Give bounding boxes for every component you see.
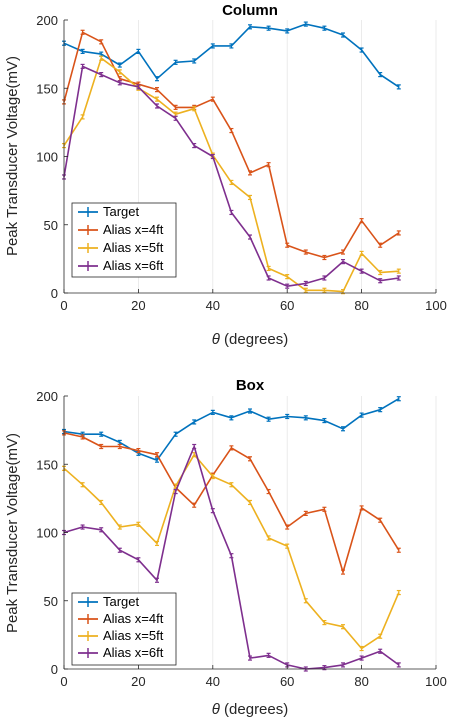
box-panel: 0 20 40 60 80 100 0 50 100 150 200 Box Peak Transd… xyxy=(4,377,447,718)
x-tick-label: 60 xyxy=(280,674,294,689)
legend-label-alias-6ft: Alias x=6ft xyxy=(103,258,164,273)
y-tick-label: 0 xyxy=(51,286,58,301)
legend[interactable]: Target Alias x=4ft Alias x=5ft Alias x=6… xyxy=(71,592,177,666)
legend-item-alias-5ft[interactable]: Alias x=5ft xyxy=(78,240,164,255)
series-group xyxy=(62,21,401,295)
y-tick-label: 100 xyxy=(36,150,58,165)
legend-label-alias-6ft: Alias x=6ft xyxy=(103,645,164,660)
legend-label-alias-4ft: Alias x=4ft xyxy=(103,611,164,626)
x-axis-label-symbol: θ xyxy=(212,331,220,348)
y-tick-label: 150 xyxy=(36,81,58,96)
y-tick-label: 50 xyxy=(44,594,58,609)
y-tick-label: 50 xyxy=(44,218,58,233)
x-tick-label: 80 xyxy=(354,298,368,313)
chart-title: Column xyxy=(222,2,278,19)
x-axis-label: θ (degrees) xyxy=(212,331,289,348)
tick-labels: 0 20 40 60 80 100 0 50 100 150 200 xyxy=(36,13,447,313)
x-tick-label: 80 xyxy=(354,674,368,689)
x-tick-label: 20 xyxy=(131,298,145,313)
legend-box xyxy=(71,202,177,278)
column-panel: 0 20 40 60 80 100 0 50 100 150 200 Column Peak Tra… xyxy=(4,2,447,348)
axes xyxy=(63,395,437,670)
legend-label-alias-5ft: Alias x=5ft xyxy=(103,628,164,643)
axes xyxy=(63,19,437,294)
x-tick-label: 20 xyxy=(131,674,145,689)
x-axis-label-text: (degrees) xyxy=(220,331,288,348)
legend-item-alias-5ft[interactable]: Alias x=5ft xyxy=(78,628,164,643)
tick-labels: 0 20 40 60 80 100 0 50 100 150 200 xyxy=(36,389,447,689)
x-axis-label-text: (degrees) xyxy=(220,701,288,718)
legend-label-target: Target xyxy=(103,594,140,609)
chart-title: Box xyxy=(236,377,265,394)
x-tick-label: 0 xyxy=(60,298,67,313)
legend-label-alias-5ft: Alias x=5ft xyxy=(103,240,164,255)
y-tick-label: 150 xyxy=(36,457,58,472)
x-tick-label: 100 xyxy=(425,298,447,313)
legend-label-target: Target xyxy=(103,204,140,219)
x-tick-label: 0 xyxy=(60,674,67,689)
legend-item-alias-4ft[interactable]: Alias x=4ft xyxy=(78,222,164,237)
y-tick-label: 100 xyxy=(36,526,58,541)
x-tick-label: 100 xyxy=(425,674,447,689)
legend-item-alias-4ft[interactable]: Alias x=4ft xyxy=(78,611,164,626)
series-group xyxy=(62,396,401,672)
legend-label-alias-4ft: Alias x=4ft xyxy=(103,222,164,237)
y-tick-label: 200 xyxy=(36,389,58,404)
x-axis-label-symbol: θ xyxy=(212,701,220,718)
y-tick-label: 0 xyxy=(51,662,58,677)
legend-item-alias-6ft[interactable]: Alias x=6ft xyxy=(78,258,164,273)
y-tick-label: 200 xyxy=(36,13,58,28)
y-axis-label: Peak Transducer Voltage(mV) xyxy=(4,56,21,256)
legend-item-target[interactable]: Target xyxy=(78,594,140,609)
legend[interactable]: Target Alias x=4ft Alias x=5ft Alias x=6… xyxy=(71,202,177,278)
y-axis-label: Peak Transducer Voltage(mV) xyxy=(4,433,21,633)
legend-item-alias-6ft[interactable]: Alias x=6ft xyxy=(78,645,164,660)
x-tick-label: 60 xyxy=(280,298,294,313)
legend-item-target[interactable]: Target xyxy=(78,204,140,219)
x-tick-label: 40 xyxy=(206,674,220,689)
x-axis-label: θ (degrees) xyxy=(212,701,289,718)
x-tick-label: 40 xyxy=(206,298,220,313)
